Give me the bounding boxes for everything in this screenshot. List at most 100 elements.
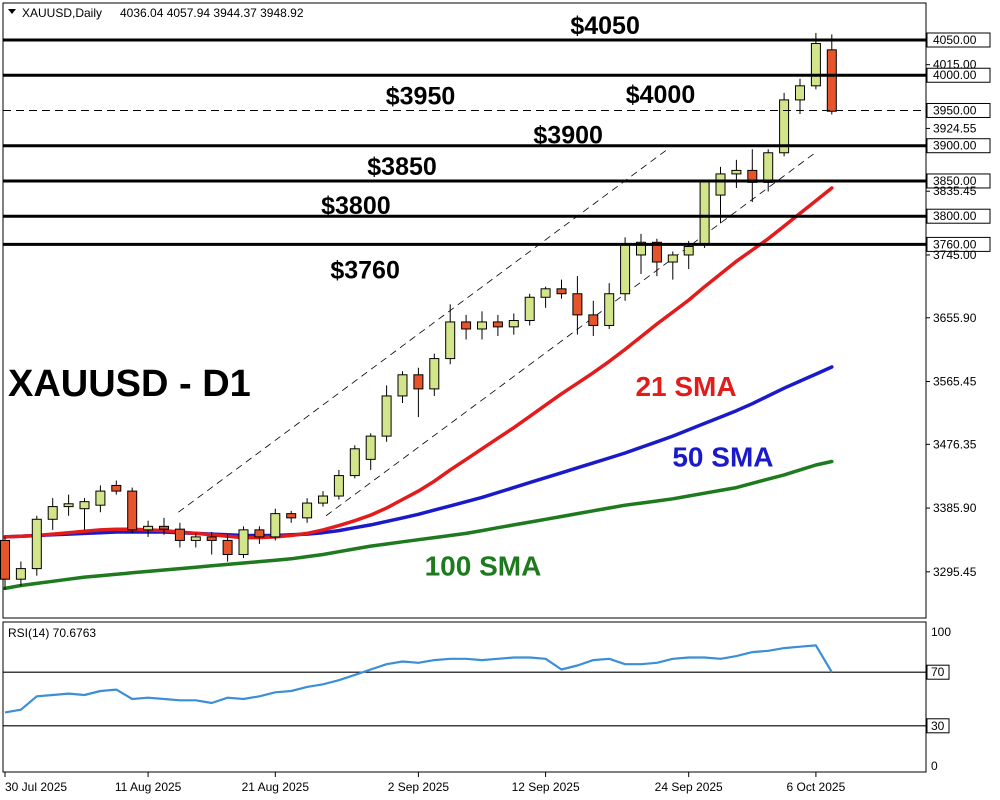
level-label: $4000 (626, 81, 696, 109)
y-tick-box (926, 138, 991, 154)
candle-body (683, 246, 694, 256)
level-label: $3850 (367, 153, 437, 181)
candle (111, 480, 122, 495)
candle-body (667, 254, 678, 263)
level-label: $3950 (386, 82, 456, 110)
candle (667, 251, 678, 280)
candle (810, 32, 821, 90)
candle (731, 159, 742, 189)
candle-body (318, 495, 328, 504)
candle-body (397, 374, 408, 397)
candle-body (159, 525, 169, 530)
candle-body (111, 484, 122, 492)
candle-body (349, 448, 360, 477)
channel-layer (178, 148, 816, 517)
candle-body (222, 539, 233, 556)
candle-body (508, 320, 519, 328)
header-symbol: XAUUSD,Daily (22, 6, 102, 20)
candle-body (540, 288, 551, 298)
x-tick-label: 30 Jul 2025 (5, 780, 67, 794)
y-tick-box (926, 102, 991, 118)
candle-body (795, 85, 805, 101)
level-layer: $4050 $4000 $3950 $3900 $3850 $3800 $3760 (3, 12, 926, 284)
y-tick-label: 4050.00 (933, 33, 977, 47)
y-tick-label: 3800.00 (933, 209, 977, 223)
candle-body (810, 43, 821, 87)
header-ohlc: 4036.04 4057.94 3944.37 3948.92 (120, 6, 304, 20)
candle-body (333, 475, 344, 497)
y-tick-box (926, 32, 991, 48)
candle-body (381, 395, 392, 437)
header-menu-icon[interactable] (8, 9, 16, 14)
rsi-tick-label: 30 (931, 719, 945, 733)
candle-body (365, 435, 376, 460)
candle (588, 300, 599, 337)
candle (0, 536, 10, 590)
candle-body (556, 288, 567, 295)
candle-body (127, 490, 138, 531)
level-label: $3800 (321, 192, 391, 220)
candle (540, 286, 551, 308)
x-tick-label: 12 Sep 2025 (512, 780, 580, 794)
candle (174, 522, 185, 548)
candle (556, 279, 567, 299)
level-label: $3760 (330, 256, 400, 284)
candle-body (636, 241, 646, 256)
candle (715, 166, 726, 224)
sma100-line (3, 459, 834, 591)
candle-body (254, 529, 265, 538)
x-tick-label: 24 Sep 2025 (655, 780, 723, 794)
candle (365, 433, 376, 470)
candle (429, 353, 440, 396)
candle (238, 526, 249, 559)
candle-body (31, 518, 42, 570)
candle (699, 180, 710, 248)
candle (302, 498, 313, 523)
y-tick-label: 3760.00 (933, 237, 977, 251)
candle-body (699, 180, 710, 245)
candle (190, 533, 201, 548)
candle (206, 531, 217, 555)
candle (333, 469, 344, 500)
y-tick-label: 3745.00 (933, 248, 977, 262)
candle-body (651, 241, 662, 263)
y-tick-label: 3565.45 (933, 375, 977, 389)
sma21-line (3, 186, 834, 540)
candle-body (238, 529, 249, 556)
candle (47, 498, 58, 530)
y-tick-box (926, 173, 991, 189)
x-tick-label: 11 Aug 2025 (115, 780, 182, 794)
candle (127, 487, 138, 534)
candle-body (0, 539, 10, 580)
y-tick-label: 3950.00 (933, 103, 977, 117)
candle-body (47, 506, 58, 520)
x-axis: 30 Jul 2025 11 Aug 2025 21 Aug 2025 2 Sep 2… (4, 772, 846, 794)
rsi-panel-frame (2, 621, 927, 773)
rsi-tick-label: 100 (931, 625, 951, 639)
candle (795, 78, 805, 115)
candle (63, 494, 74, 516)
y-tick-box (926, 67, 991, 83)
candle-body (190, 536, 201, 541)
candle (604, 283, 615, 329)
candle (381, 385, 392, 442)
candle-body (286, 513, 297, 519)
candle-body (715, 173, 726, 196)
candle (254, 526, 265, 544)
candle (508, 313, 519, 335)
candle (79, 498, 90, 530)
candle (397, 371, 408, 403)
candle-body (206, 536, 217, 541)
candle-body (620, 243, 631, 295)
candle-body (302, 502, 313, 519)
y-tick-label: 3924.55 (933, 121, 977, 135)
channel-lower-line (325, 152, 816, 517)
candle (572, 276, 583, 335)
candle-body (588, 314, 599, 326)
candle-body (95, 490, 106, 506)
candle (31, 515, 42, 576)
candle (524, 293, 535, 326)
y-tick-label: 3476.35 (933, 437, 977, 451)
